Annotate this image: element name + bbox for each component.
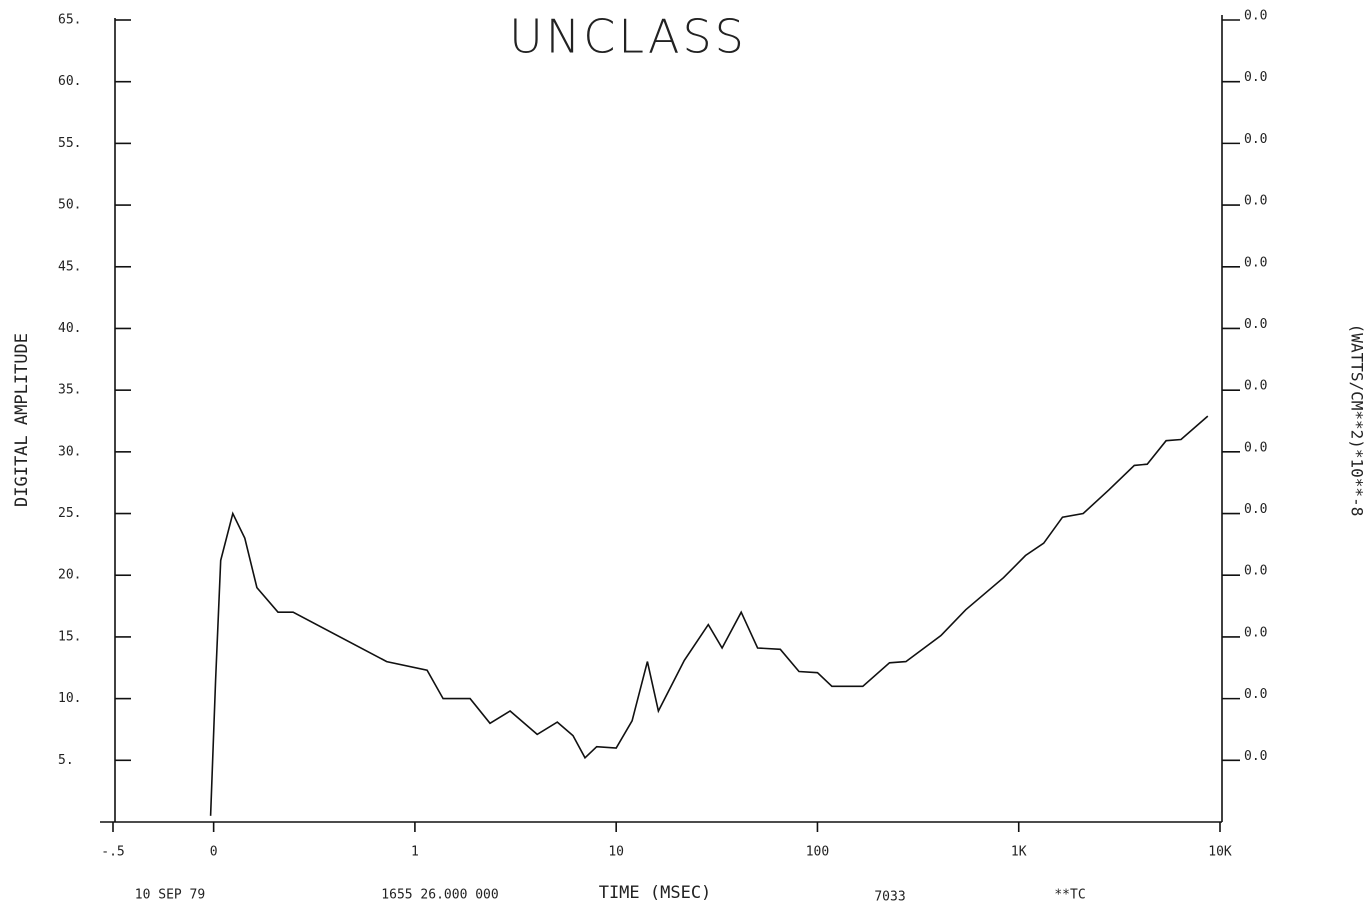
- y2-axis-label: (WATTS/CM**2)*10**-8: [1348, 324, 1367, 517]
- footer-code: **TC: [1054, 888, 1085, 903]
- chart-title: UNCLASS: [509, 10, 747, 64]
- x-tick-label: 1K: [1011, 845, 1027, 860]
- y2-tick-label: 0.0: [1244, 255, 1267, 270]
- y-tick-label: 30.: [58, 444, 81, 459]
- x-tick-label: 10K: [1208, 845, 1232, 860]
- y-tick-label: 15.: [58, 629, 81, 644]
- y-tick-label: 50.: [58, 198, 81, 213]
- series-line: [209, 415, 1209, 816]
- x-tick-label: 1: [411, 845, 419, 860]
- y2-tick-label: 0.0: [1244, 379, 1267, 394]
- x-tick-label: 0: [210, 845, 218, 860]
- footer-time: 1655 26.000 000: [381, 888, 498, 903]
- x-tick-label: -.5: [101, 845, 124, 860]
- y2-tick-label: 0.0: [1244, 625, 1267, 640]
- y-tick-label: 20.: [58, 568, 81, 583]
- footer-id: 7033: [874, 890, 905, 905]
- y-tick-label: 5.: [58, 753, 74, 768]
- y2-tick-label: 0.0: [1244, 440, 1267, 455]
- y2-tick-label: 0.0: [1244, 194, 1267, 209]
- y-tick-label: 40.: [58, 321, 81, 336]
- y-tick-label: 60.: [58, 74, 81, 89]
- y-axis-label: DIGITAL AMPLITUDE: [12, 333, 32, 507]
- y2-tick-label: 0.0: [1244, 317, 1267, 332]
- y-tick-label: 65.: [58, 13, 81, 28]
- y-tick-label: 35.: [58, 383, 81, 398]
- y2-tick-label: 0.0: [1244, 132, 1267, 147]
- x-axis-label: TIME (MSEC): [599, 883, 712, 903]
- y-tick-label: 45.: [58, 259, 81, 274]
- y-tick-label: 10.: [58, 691, 81, 706]
- footer-date: 10 SEP 79: [135, 888, 205, 903]
- y2-tick-label: 0.0: [1244, 70, 1267, 85]
- x-tick-label: 100: [806, 845, 829, 860]
- y2-tick-label: 0.0: [1244, 502, 1267, 517]
- y2-tick-label: 0.0: [1244, 564, 1267, 579]
- x-tick-label: 10: [608, 845, 624, 860]
- y2-tick-label: 0.0: [1244, 687, 1267, 702]
- y2-tick-label: 0.0: [1244, 9, 1267, 24]
- y-tick-label: 25.: [58, 506, 81, 521]
- y-tick-label: 55.: [58, 136, 81, 151]
- y2-tick-label: 0.0: [1244, 749, 1267, 764]
